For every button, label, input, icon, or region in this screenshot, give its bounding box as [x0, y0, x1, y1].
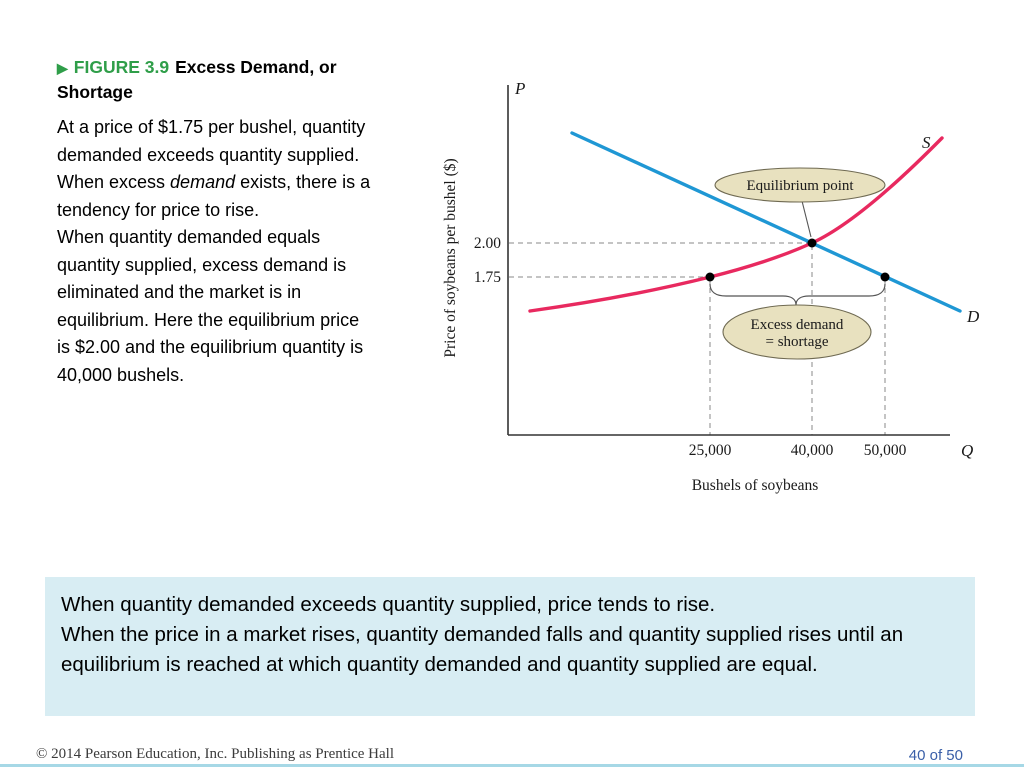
x-axis-title: Bushels of soybeans — [692, 477, 819, 494]
equilibrium-point-dot — [807, 238, 817, 248]
caption-p2-post: exists, there is a tendency for price to… — [57, 172, 371, 220]
caption-paragraph-2: When excess demand exists, there is a te… — [57, 169, 372, 224]
summary-line-2: When the price in a market rises, quanti… — [61, 623, 904, 676]
point-25000-175 — [705, 272, 715, 282]
equilibrium-callout-ellipse — [714, 167, 886, 203]
x-tick-50000: 50,000 — [864, 442, 907, 459]
figure-label: FIGURE 3.9 — [73, 57, 170, 77]
shortage-callout-ellipse — [722, 304, 872, 360]
figure-caption: ▶ FIGURE 3.9 Excess Demand, or Shortage At… — [57, 55, 372, 389]
bottom-accent-bar — [0, 764, 1024, 767]
y-tick-175: 1.75 — [474, 269, 501, 286]
x-tick-40000: 40,000 — [791, 442, 834, 459]
supply-curve — [528, 136, 944, 313]
caption-p2-italic: demand — [170, 172, 236, 192]
shortage-callout-label-line2: = shortage — [765, 334, 828, 350]
chart-svg: P Q Price of soybeans per bushel ($) 2.0… — [442, 79, 980, 494]
y-axis-symbol: P — [514, 79, 525, 98]
demand-curve — [570, 131, 962, 313]
copyright-text: © 2014 Pearson Education, Inc. Publishin… — [36, 746, 395, 762]
page-number: 40 of 50 — [908, 747, 963, 764]
caption-paragraph-1: At a price of $1.75 per bushel, quantity… — [57, 117, 366, 165]
figure-heading: ▶ FIGURE 3.9 Excess Demand, or Shortage — [57, 55, 352, 104]
x-tick-25000: 25,000 — [689, 442, 732, 459]
y-axis-title: Price of soybeans per bushel ($) — [442, 158, 459, 357]
figure-title: Excess Demand, or Shortage — [57, 57, 337, 102]
caption-paragraph-3: When quantity demanded equals quantity s… — [57, 227, 364, 385]
summary-line-1: When quantity demanded exceeds quantity … — [61, 593, 716, 616]
shortage-brace — [709, 283, 886, 306]
figure-marker-icon: ▶ — [57, 60, 68, 76]
equilibrium-callout-label: Equilibrium point — [746, 178, 854, 194]
supply-demand-chart: P Q Price of soybeans per bushel ($) 2.0… — [425, 58, 995, 508]
equilibrium-callout-line — [801, 200, 812, 238]
demand-curve-label: D — [966, 307, 980, 326]
figure-caption-body: At a price of $1.75 per bushel, quantity… — [57, 114, 372, 389]
caption-p2-pre: When excess — [57, 172, 171, 192]
shortage-callout-label-line1: Excess demand — [751, 317, 844, 333]
x-axis-symbol: Q — [961, 441, 973, 460]
y-tick-200: 2.00 — [474, 235, 501, 252]
summary-box: When quantity demanded exceeds quantity … — [45, 577, 975, 716]
supply-curve-label: S — [922, 133, 931, 152]
point-50000-175 — [880, 272, 890, 282]
